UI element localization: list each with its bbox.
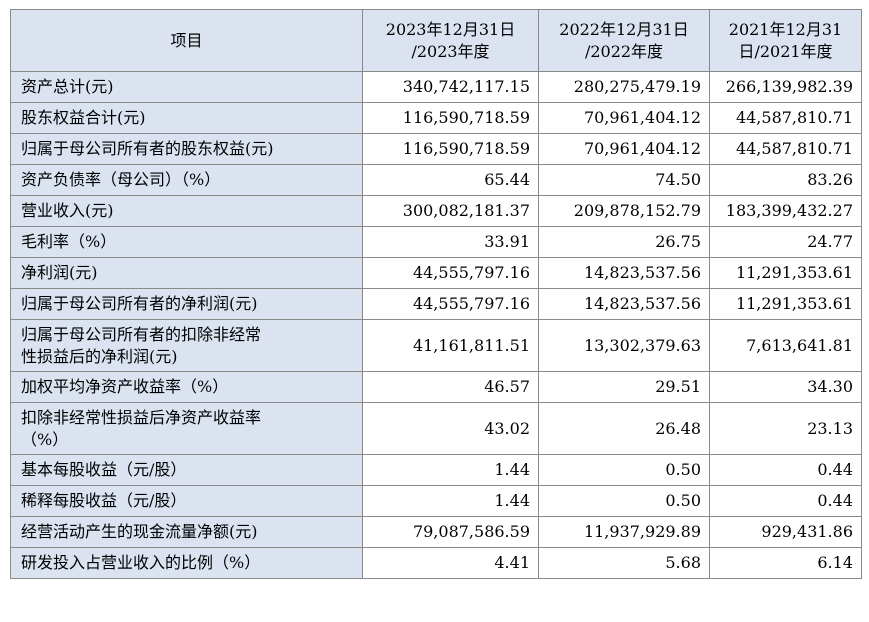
row-label: 扣除非经常性损益后净资产收益率 （%） [10,402,363,455]
row-value-2021: 44,587,810.71 [709,133,862,165]
table-row: 扣除非经常性损益后净资产收益率 （%） 43.02 26.48 23.13 [10,402,862,455]
row-label: 加权平均净资产收益率（%） [10,371,363,403]
row-value-2021: 34.30 [709,371,862,403]
table-row: 股东权益合计(元) 116,590,718.59 70,961,404.12 44,5… [10,102,862,134]
row-value-2021: 0.44 [709,485,862,517]
row-label: 营业收入(元) [10,195,363,227]
row-label: 研发投入占营业收入的比例（%） [10,547,363,579]
row-value-2022: 11,937,929.89 [538,516,710,548]
row-value-2021: 44,587,810.71 [709,102,862,134]
table-row: 净利润(元) 44,555,797.16 14,823,537.56 11,291,3… [10,257,862,289]
row-value-2022: 14,823,537.56 [538,257,710,289]
row-value-2023: 33.91 [362,226,539,258]
row-value-2023: 116,590,718.59 [362,102,539,134]
row-value-2023: 44,555,797.16 [362,257,539,289]
header-2021: 2021年12月31 日/2021年度 [709,9,862,72]
row-label: 归属于母公司所有者的扣除非经常 性损益后的净利润(元) [10,319,363,372]
row-value-2023: 41,161,811.51 [362,319,539,372]
table-row: 经营活动产生的现金流量净额(元) 79,087,586.59 11,937,929.… [10,516,862,548]
row-value-2023: 4.41 [362,547,539,579]
row-label: 资产负债率（母公司）（%） [10,164,363,196]
table-row: 资产负债率（母公司）（%） 65.44 74.50 83.26 [10,164,862,196]
table-row: 营业收入(元) 300,082,181.37 209,878,152.79 183,3… [10,195,862,227]
row-value-2022: 14,823,537.56 [538,288,710,320]
row-value-2023: 43.02 [362,402,539,455]
row-label: 股东权益合计(元) [10,102,363,134]
table-row: 研发投入占营业收入的比例（%） 4.41 5.68 6.14 [10,547,862,579]
row-label: 归属于母公司所有者的净利润(元) [10,288,363,320]
row-value-2022: 5.68 [538,547,710,579]
row-value-2021: 183,399,432.27 [709,195,862,227]
row-value-2023: 46.57 [362,371,539,403]
row-value-2022: 0.50 [538,454,710,486]
table-row: 归属于母公司所有者的扣除非经常 性损益后的净利润(元) 41,161,811.51… [10,319,862,372]
table-row: 加权平均净资产收益率（%） 46.57 29.51 34.30 [10,371,862,403]
row-value-2021: 11,291,353.61 [709,257,862,289]
table-row: 毛利率（%） 33.91 26.75 24.77 [10,226,862,258]
row-label: 基本每股收益（元/股） [10,454,363,486]
row-value-2022: 74.50 [538,164,710,196]
table-row: 稀释每股收益（元/股） 1.44 0.50 0.44 [10,485,862,517]
row-label: 资产总计(元) [10,71,363,103]
header-2022: 2022年12月31日 /2022年度 [538,9,710,72]
row-label: 归属于母公司所有者的股东权益(元) [10,133,363,165]
table-row: 归属于母公司所有者的股东权益(元) 116,590,718.59 70,961,40… [10,133,862,165]
row-value-2022: 29.51 [538,371,710,403]
table-row: 基本每股收益（元/股） 1.44 0.50 0.44 [10,454,862,486]
row-value-2023: 65.44 [362,164,539,196]
row-value-2021: 24.77 [709,226,862,258]
row-label: 毛利率（%） [10,226,363,258]
header-2023: 2023年12月31日 /2023年度 [362,9,539,72]
row-value-2023: 1.44 [362,485,539,517]
row-value-2022: 13,302,379.63 [538,319,710,372]
row-value-2021: 929,431.86 [709,516,862,548]
header-item: 项目 [10,9,363,72]
row-value-2023: 340,742,117.15 [362,71,539,103]
row-value-2021: 0.44 [709,454,862,486]
row-value-2023: 1.44 [362,454,539,486]
table-header-row: 项目 2023年12月31日 /2023年度 2022年12月31日 /2022… [10,9,862,72]
row-value-2021: 11,291,353.61 [709,288,862,320]
row-value-2023: 79,087,586.59 [362,516,539,548]
row-value-2022: 70,961,404.12 [538,102,710,134]
financial-table: 项目 2023年12月31日 /2023年度 2022年12月31日 /2022… [10,9,862,579]
row-value-2021: 6.14 [709,547,862,579]
row-label: 净利润(元) [10,257,363,289]
row-value-2021: 83.26 [709,164,862,196]
row-value-2023: 116,590,718.59 [362,133,539,165]
row-value-2022: 26.48 [538,402,710,455]
row-value-2022: 0.50 [538,485,710,517]
row-value-2022: 280,275,479.19 [538,71,710,103]
row-value-2022: 209,878,152.79 [538,195,710,227]
row-value-2021: 7,613,641.81 [709,319,862,372]
row-value-2022: 70,961,404.12 [538,133,710,165]
row-value-2023: 44,555,797.16 [362,288,539,320]
table-row: 归属于母公司所有者的净利润(元) 44,555,797.16 14,823,537.… [10,288,862,320]
row-value-2022: 26.75 [538,226,710,258]
row-label: 稀释每股收益（元/股） [10,485,363,517]
table-row: 资产总计(元) 340,742,117.15 280,275,479.19 266,1… [10,71,862,103]
row-value-2021: 23.13 [709,402,862,455]
row-value-2023: 300,082,181.37 [362,195,539,227]
row-value-2021: 266,139,982.39 [709,71,862,103]
row-label: 经营活动产生的现金流量净额(元) [10,516,363,548]
